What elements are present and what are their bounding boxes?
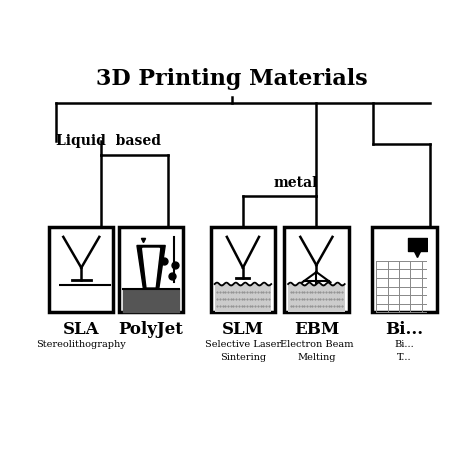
Bar bbox=[288, 284, 345, 312]
Bar bbox=[211, 227, 275, 312]
Bar bbox=[373, 227, 437, 312]
Text: Electron Beam: Electron Beam bbox=[280, 340, 353, 349]
Bar bbox=[284, 227, 348, 312]
Polygon shape bbox=[137, 246, 165, 289]
Bar bbox=[215, 284, 271, 312]
Polygon shape bbox=[143, 248, 159, 287]
Text: Bi...: Bi... bbox=[385, 321, 424, 338]
Text: 3D Printing Materials: 3D Printing Materials bbox=[96, 68, 368, 90]
Text: T...: T... bbox=[397, 353, 412, 362]
Text: SLM: SLM bbox=[222, 321, 264, 338]
Text: Stereolithography: Stereolithography bbox=[36, 340, 126, 349]
Text: Selective Laser: Selective Laser bbox=[205, 340, 281, 349]
Text: Liquid  based: Liquid based bbox=[55, 134, 161, 147]
Text: Bi...: Bi... bbox=[395, 340, 414, 349]
Text: EBM: EBM bbox=[294, 321, 339, 338]
Text: SLA: SLA bbox=[63, 321, 100, 338]
Bar bbox=[119, 227, 183, 312]
Bar bbox=[49, 227, 113, 312]
Text: Sintering: Sintering bbox=[220, 353, 266, 362]
Text: Melting: Melting bbox=[297, 353, 336, 362]
Text: PolyJet: PolyJet bbox=[118, 321, 183, 338]
Text: metal: metal bbox=[274, 176, 319, 190]
